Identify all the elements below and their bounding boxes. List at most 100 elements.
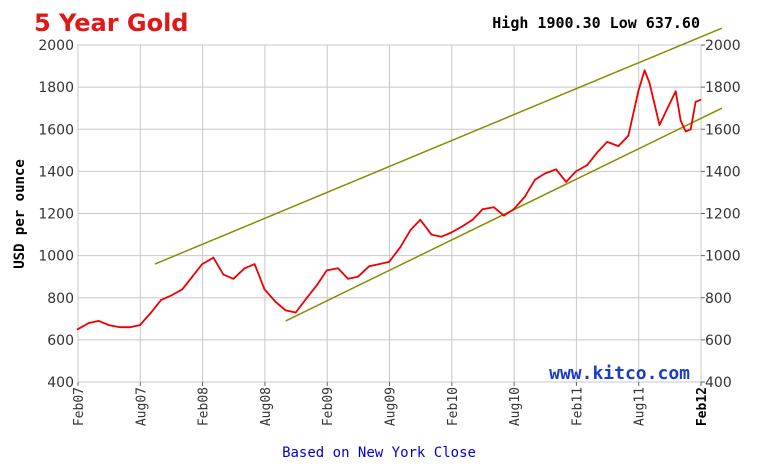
y-tick-label-left: 400 (47, 375, 74, 391)
data-point (492, 206, 495, 209)
x-tick-label: Feb10 (446, 387, 461, 426)
data-point (502, 214, 505, 217)
data-point (471, 218, 474, 221)
y-tick-label-right: 600 (705, 333, 732, 349)
x-tick-label: Aug09 (384, 387, 399, 426)
x-tick-label: Feb08 (197, 387, 212, 426)
x-tick-label: Aug10 (508, 387, 523, 426)
data-point (450, 231, 453, 234)
data-point (461, 225, 464, 228)
y-tick-label-right: 1600 (705, 122, 741, 138)
data-point (337, 267, 339, 270)
data-point (253, 263, 256, 265)
data-point (555, 168, 557, 171)
data-point (97, 320, 100, 322)
data-point (430, 233, 433, 236)
data-point (347, 277, 349, 280)
data-point (368, 265, 371, 268)
footer-note: Based on New York Close (282, 445, 476, 461)
data-point (658, 124, 661, 126)
data-point (481, 208, 484, 211)
data-point (409, 229, 412, 232)
data-point (306, 296, 308, 299)
data-point (170, 294, 173, 297)
chart-title: 5 Year Gold (34, 9, 189, 37)
data-point (544, 172, 546, 175)
data-point (684, 130, 687, 133)
grid (77, 44, 702, 383)
data-point (274, 301, 277, 303)
data-point (107, 324, 110, 326)
data-point (139, 324, 141, 326)
data-point (512, 208, 515, 211)
data-point (648, 82, 651, 84)
data-point (284, 309, 287, 312)
x-tick-label: Aug08 (259, 387, 274, 426)
data-point (679, 119, 682, 122)
y-tick-label-right: 800 (705, 291, 732, 307)
tick-labels: 400 400 600 600 800 800 1000 1000 1200 1200 1400 14… (38, 38, 740, 426)
data-point (699, 98, 702, 101)
x-tick-label: Feb09 (321, 387, 336, 426)
data-point (357, 275, 359, 278)
y-tick-label-left: 600 (47, 333, 74, 349)
series-layer (76, 69, 702, 331)
data-point (325, 269, 328, 272)
data-point (378, 263, 381, 265)
data-point (150, 311, 153, 314)
data-point (222, 273, 225, 276)
trend-channel-line (154, 27, 723, 265)
high-low-readout: High 1900.30 Low 637.60 (492, 14, 700, 32)
data-point (440, 235, 443, 238)
y-tick-label-left: 800 (47, 291, 74, 307)
data-point (668, 103, 671, 105)
y-tick-label-left: 1400 (38, 164, 74, 180)
data-point (586, 164, 589, 167)
y-tick-label-left: 1200 (38, 207, 74, 223)
y-tick-label-right: 1000 (705, 249, 741, 265)
y-tick-label-right: 1400 (705, 164, 741, 180)
y-tick-label-right: 400 (705, 375, 732, 391)
data-point (694, 101, 697, 103)
data-point (643, 69, 646, 72)
y-tick-label-right: 1200 (705, 207, 741, 223)
data-point (419, 218, 422, 221)
data-point (119, 326, 121, 329)
x-tick-label: Feb12 (695, 387, 710, 426)
data-point (674, 90, 677, 93)
x-tick-label: Feb11 (570, 387, 585, 426)
data-point (212, 256, 215, 259)
data-point (399, 246, 402, 249)
data-point (627, 134, 630, 137)
y-tick-label-left: 2000 (38, 38, 74, 54)
data-point (575, 170, 577, 173)
data-point (534, 178, 536, 181)
y-tick-label-left: 1600 (38, 122, 74, 138)
data-point (243, 267, 246, 270)
data-point (201, 263, 204, 265)
watermark: www.kitco.com (549, 363, 690, 384)
data-point (160, 299, 163, 301)
data-point (87, 322, 90, 324)
data-point (637, 90, 640, 93)
y-tick-label-left: 1000 (38, 249, 74, 265)
data-point (596, 151, 599, 154)
y-tick-label-right: 2000 (705, 38, 741, 54)
data-point (617, 145, 620, 148)
data-point (388, 261, 390, 263)
data-point (181, 288, 184, 291)
y-tick-label-left: 1800 (38, 80, 74, 96)
data-point (191, 275, 194, 278)
y-axis-label: USD per ounce (12, 159, 28, 269)
data-point (263, 288, 266, 291)
x-tick-label: Aug11 (633, 387, 648, 426)
data-point (316, 284, 318, 286)
y-tick-label-right: 1800 (705, 80, 741, 96)
data-point (689, 128, 692, 131)
data-point (524, 195, 526, 198)
data-point (129, 326, 131, 329)
x-tick-label: Aug07 (134, 387, 149, 426)
data-point (606, 141, 609, 143)
